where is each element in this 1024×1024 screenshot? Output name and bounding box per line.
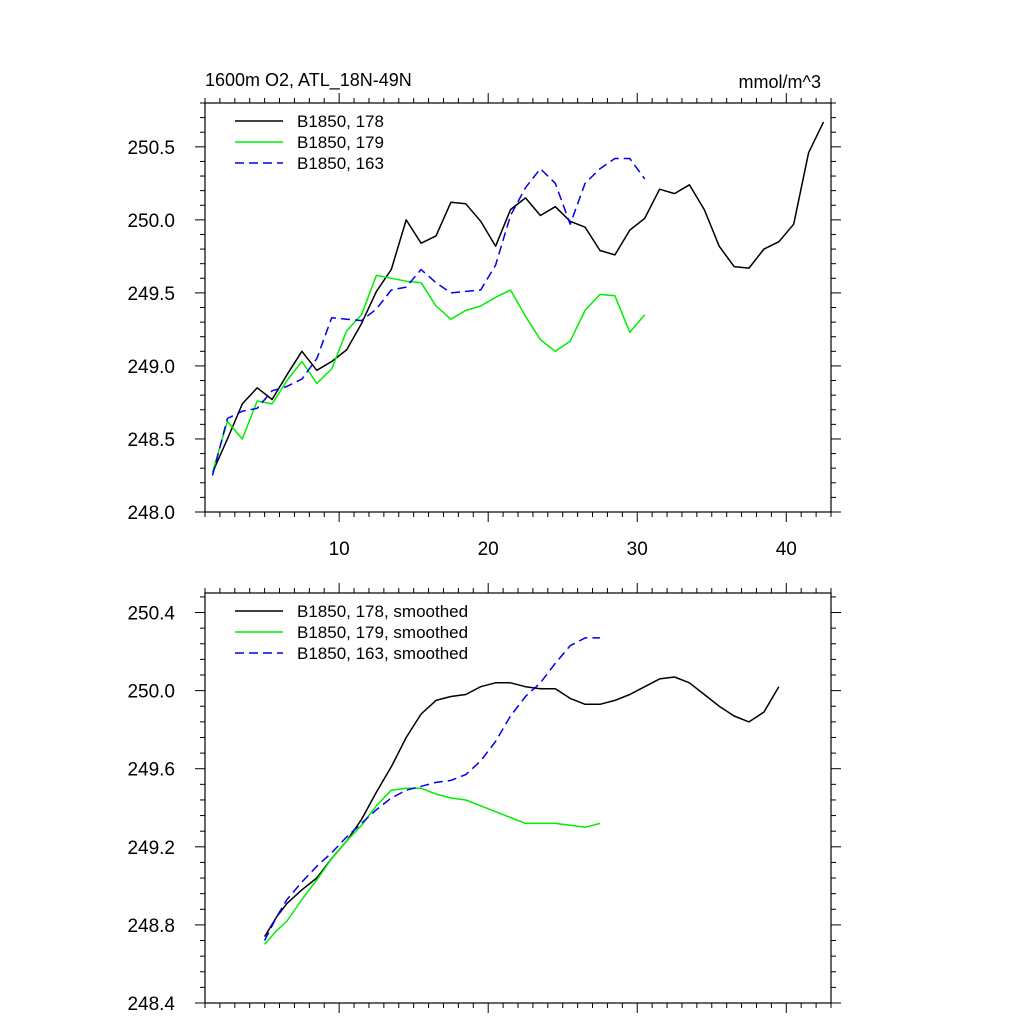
- y-tick-label: 249.2: [127, 838, 175, 859]
- legend-label-0: B1850, 178: [297, 112, 384, 131]
- y-tick-label: 250.4: [127, 604, 175, 625]
- x-tick-label: 20: [478, 539, 499, 560]
- series-line-1: [264, 787, 601, 945]
- series-line-0: [211, 121, 825, 473]
- chart-title: 1600m O2, ATL_18N-49N: [205, 70, 412, 91]
- y-tick-label: 249.5: [127, 284, 175, 305]
- legend-label-1: B1850, 179: [297, 133, 384, 152]
- legend-label-1: B1850, 179, smoothed: [297, 623, 468, 642]
- legend-label-2: B1850, 163, smoothed: [297, 644, 468, 663]
- y-tick-label: 248.8: [127, 916, 175, 937]
- series-line-1: [211, 274, 646, 473]
- x-tick-label: 30: [627, 539, 648, 560]
- y-tick-label: 249.6: [127, 760, 175, 781]
- series-line-2: [263, 637, 600, 941]
- series-line-0: [263, 676, 780, 937]
- y-tick-label: 248.0: [127, 503, 175, 524]
- bottom-panel: 248.4 248.8 249.2 249.6 250.0 250.4 B1850, 178…: [127, 583, 841, 1015]
- x-tick-label: 40: [776, 539, 797, 560]
- y-tick-label: 248.4: [127, 994, 175, 1015]
- units-label: mmol/m^3: [739, 72, 821, 92]
- y-tick-label: 250.0: [127, 682, 175, 703]
- x-tick-label: 10: [329, 539, 350, 560]
- top-panel: 10 20 30 40 248.0 248.5 249.0 249.5 250.0 250.5 16…: [127, 70, 841, 560]
- y-tick-label: 250.0: [127, 211, 175, 232]
- series-line-2: [211, 157, 646, 476]
- legend-label-0: B1850, 178, smoothed: [297, 602, 468, 621]
- y-tick-label: 250.5: [127, 138, 175, 159]
- y-tick-label: 249.0: [127, 357, 175, 378]
- y-tick-label: 248.5: [127, 430, 175, 451]
- legend-label-2: B1850, 163: [297, 154, 384, 173]
